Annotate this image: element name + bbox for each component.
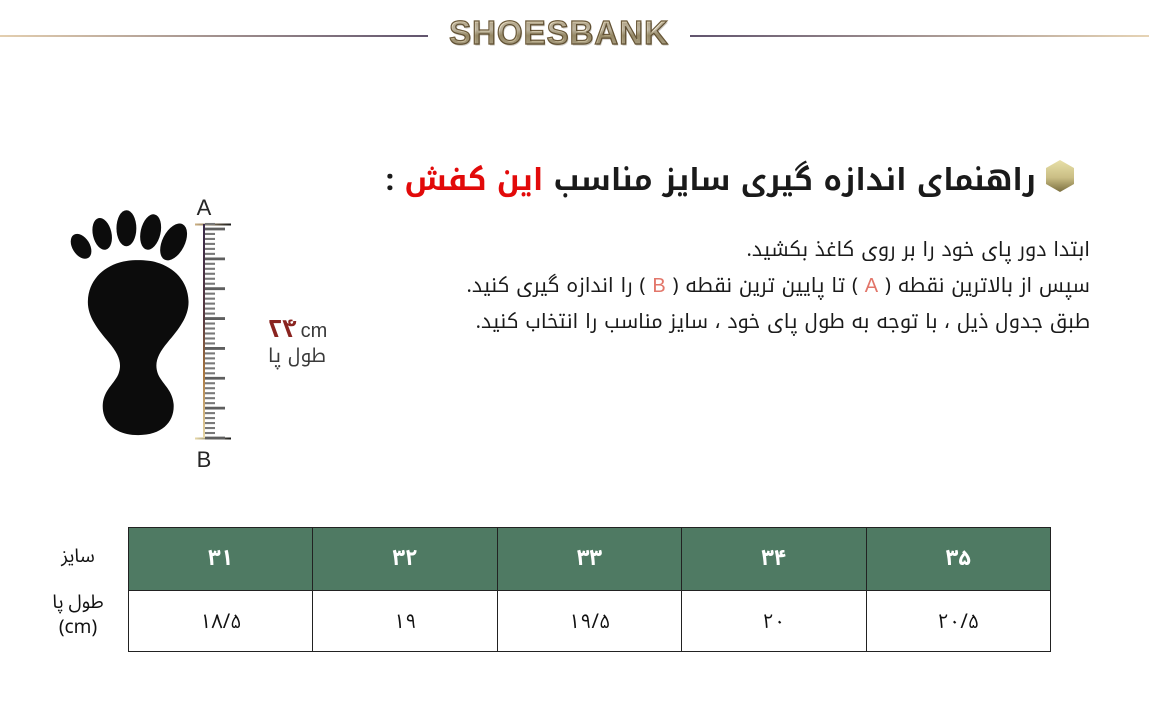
svg-text:B: B	[197, 447, 212, 472]
svg-text:A: A	[197, 195, 212, 220]
